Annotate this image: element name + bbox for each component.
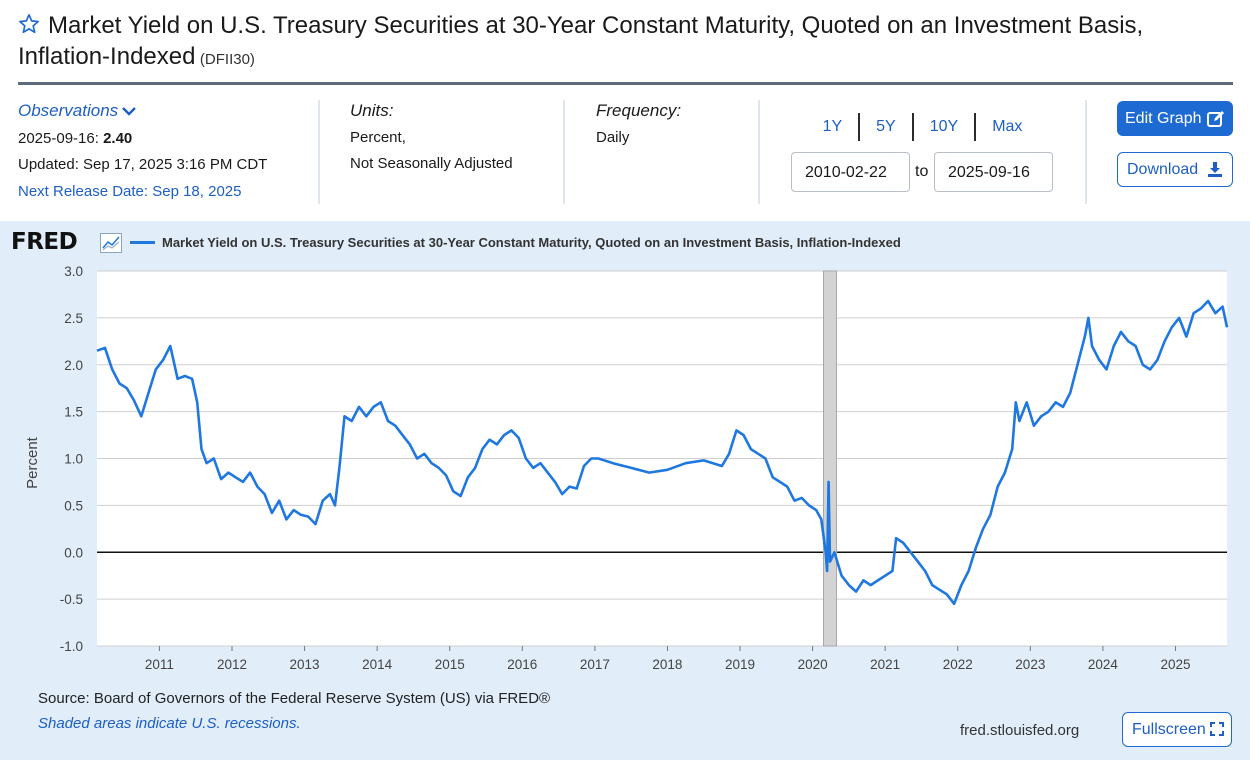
y-tick-label: 1.0 [64, 452, 83, 467]
fullscreen-button[interactable]: Fullscreen [1122, 712, 1232, 747]
x-tick-label: 2025 [1160, 657, 1190, 672]
updated-timestamp: Updated: Sep 17, 2025 3:16 PM CDT [18, 156, 268, 173]
series-id: (DFII30) [199, 51, 255, 68]
x-tick-label: 2020 [798, 657, 828, 672]
y-tick-label: -1.0 [60, 639, 83, 654]
observation-value: 2.40 [103, 129, 133, 147]
x-tick-label: 2016 [507, 657, 537, 672]
fullscreen-label: Fullscreen [1132, 721, 1206, 738]
divider [1085, 100, 1087, 204]
series-title: Market Yield on U.S. Treasury Securities… [18, 12, 1144, 70]
observations-block: Observations 2025-09-16: 2.40 Updated: S… [18, 98, 267, 205]
range-links: 1Y 5Y 10Y Max [790, 112, 1055, 142]
x-tick-label: 2021 [870, 657, 900, 672]
divider [858, 113, 861, 141]
frequency-value: Daily [596, 128, 630, 146]
x-tick-label: 2015 [435, 657, 465, 672]
fred-url-link[interactable]: fred.stlouisfed.org [960, 722, 1080, 739]
y-tick-label: 0.5 [64, 498, 83, 513]
divider [563, 100, 565, 204]
x-tick-label: 2014 [362, 657, 393, 672]
range-max-link[interactable]: Max [992, 118, 1023, 135]
latest-observation: 2025-09-16: 2.40 [18, 126, 267, 153]
range-5y-link[interactable]: 5Y [876, 118, 896, 135]
x-tick-label: 2018 [652, 657, 682, 672]
divider [911, 113, 914, 141]
units-line2: Not Seasonally Adjusted [350, 155, 513, 172]
legend-swatch [130, 241, 155, 244]
x-tick-label: 2019 [725, 657, 755, 672]
units-block: Units: Percent, Not Seasonally Adjusted [350, 98, 513, 178]
edit-icon [1207, 111, 1224, 127]
source-note: Source: Board of Governors of the Federa… [38, 690, 551, 707]
edit-graph-label: Edit Graph [1125, 110, 1202, 127]
units-line1: Percent, [350, 128, 406, 146]
x-tick-label: 2022 [943, 657, 973, 672]
next-release-link[interactable]: Next Release Date: Sep 18, 2025 [18, 182, 242, 200]
y-tick-label: 2.5 [64, 311, 83, 326]
x-tick-label: 2017 [580, 657, 610, 672]
units-label: Units: [350, 101, 394, 120]
x-tick-label: 2013 [290, 657, 320, 672]
edit-graph-button[interactable]: Edit Graph [1117, 101, 1233, 136]
y-axis-label: Percent [24, 436, 41, 489]
observation-date: 2025-09-16: [18, 129, 99, 147]
recession-note: Shaded areas indicate U.S. recessions. [38, 715, 301, 732]
end-date-input[interactable]: 2025-09-16 [934, 152, 1053, 192]
chart-plot[interactable]: 3.0 2.5 2.0 1.5 1.0 0.5 0.0 -0.5 -1.0 2011 2012 20… [0, 221, 1250, 681]
download-label: Download [1127, 161, 1199, 178]
y-tick-label: 3.0 [64, 264, 83, 279]
date-range-to-label: to [915, 163, 929, 180]
frequency-block: Frequency: Daily [596, 98, 681, 151]
star-icon[interactable] [18, 13, 40, 40]
x-tick-label: 2012 [217, 657, 247, 672]
frequency-label: Frequency: [596, 101, 682, 120]
series-line [96, 299, 1229, 606]
x-tick-label: 2023 [1015, 657, 1045, 672]
y-tick-label: -0.5 [60, 592, 83, 607]
download-button[interactable]: Download [1117, 152, 1233, 187]
title-divider [18, 82, 1233, 85]
range-1y-link[interactable]: 1Y [822, 118, 843, 135]
start-date-input[interactable]: 2010-02-22 [791, 152, 910, 192]
x-tick-label: 2024 [1088, 657, 1119, 672]
fullscreen-icon [1210, 722, 1224, 736]
x-tick-label: 2011 [145, 657, 174, 672]
chevron-down-icon[interactable] [122, 103, 137, 120]
legend-label: Market Yield on U.S. Treasury Securities… [162, 235, 901, 250]
y-tick-label: 1.5 [64, 405, 83, 420]
observations-toggle[interactable]: Observations [18, 98, 267, 126]
recession-shade [822, 270, 838, 647]
divider [974, 113, 977, 141]
divider [318, 100, 320, 204]
range-10y-link[interactable]: 10Y [929, 118, 959, 135]
download-icon [1208, 162, 1222, 177]
page-title: Market Yield on U.S. Treasury Securities… [18, 10, 1233, 72]
y-tick-label: 2.0 [64, 358, 83, 373]
fred-logo: FRED [11, 229, 78, 255]
observations-label[interactable]: Observations [18, 101, 119, 120]
divider [758, 100, 760, 204]
y-tick-label: 0.0 [64, 545, 83, 560]
fred-graph-icon [100, 233, 122, 253]
